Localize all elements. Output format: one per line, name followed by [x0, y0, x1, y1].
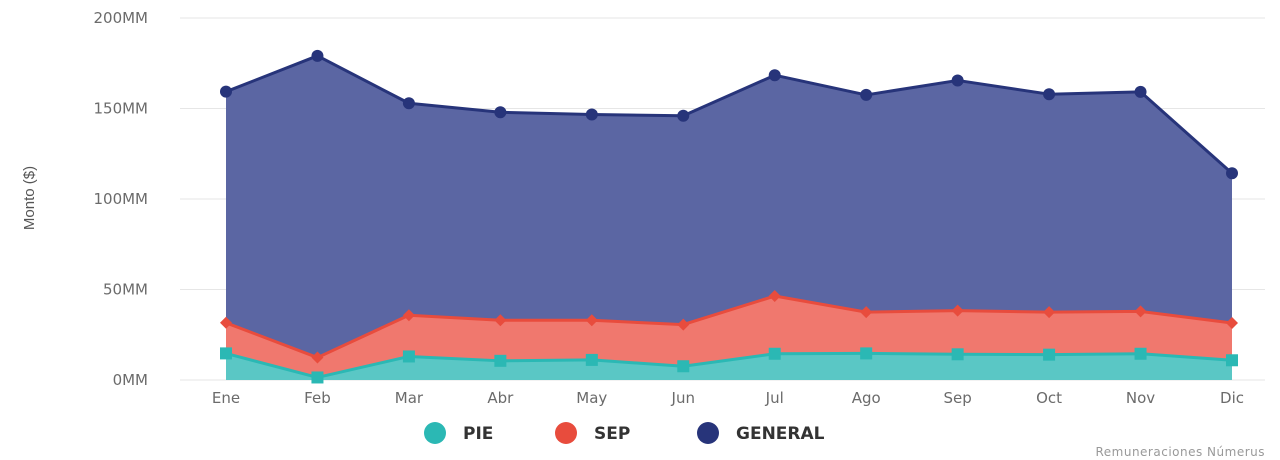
- point-general: [585, 108, 598, 121]
- point-general: [220, 85, 232, 98]
- point-sep: [311, 351, 324, 364]
- point-general: [1043, 88, 1056, 101]
- x-tick-label: Abr: [487, 389, 514, 407]
- point-sep: [402, 309, 415, 322]
- point-general: [1134, 85, 1147, 98]
- y-tick-label: 0MM: [113, 371, 148, 389]
- point-sep: [1043, 306, 1056, 319]
- y-tick-label: 50MM: [103, 281, 148, 299]
- point-pie: [402, 350, 415, 363]
- point-pie: [1226, 354, 1238, 367]
- x-tick-label: Jun: [671, 389, 695, 407]
- y-tick-label: 100MM: [93, 190, 148, 208]
- legend-marker-sep: [555, 422, 577, 444]
- x-tick-label: Jul: [765, 389, 784, 407]
- legend-marker-pie: [424, 422, 446, 444]
- point-sep: [1134, 305, 1147, 318]
- legend-marker-general: [697, 422, 719, 444]
- x-tick-label: Feb: [304, 389, 331, 407]
- point-general: [860, 88, 873, 101]
- legend: PIE SEP GENERAL: [424, 422, 825, 444]
- point-sep: [585, 314, 598, 327]
- point-pie: [677, 360, 690, 373]
- point-pie: [1134, 347, 1147, 360]
- x-tick-label: Dic: [1220, 389, 1244, 407]
- point-sep: [494, 314, 507, 327]
- point-sep: [768, 290, 781, 303]
- point-pie: [585, 353, 598, 366]
- y-axis-ticks: 0MM 50MM 100MM 150MM 200MM: [93, 9, 148, 389]
- y-axis-label: Monto ($): [21, 166, 38, 230]
- chart-credit: Remuneraciones Númerus: [1095, 445, 1265, 459]
- point-pie: [860, 347, 873, 360]
- point-general: [677, 109, 690, 122]
- point-general: [494, 106, 507, 119]
- point-sep: [1226, 316, 1238, 329]
- line-pie: [225, 351, 1233, 379]
- y-tick-label: 200MM: [93, 9, 148, 27]
- legend-label-pie: PIE: [463, 424, 493, 444]
- x-tick-label: May: [576, 389, 607, 407]
- point-general: [311, 49, 324, 62]
- x-tick-label: Mar: [395, 389, 424, 407]
- series-markers: [220, 49, 1238, 384]
- point-sep: [677, 318, 690, 331]
- x-tick-label: Oct: [1036, 389, 1062, 407]
- point-pie: [951, 348, 964, 361]
- x-tick-label: Ene: [212, 389, 240, 407]
- point-pie: [494, 354, 507, 367]
- point-general: [768, 69, 781, 82]
- point-pie: [220, 347, 232, 360]
- series-lines: [225, 54, 1233, 379]
- line-sep: [225, 294, 1233, 360]
- point-pie: [1043, 348, 1056, 361]
- x-tick-label: Ago: [852, 389, 881, 407]
- point-sep: [220, 316, 232, 329]
- legend-label-sep: SEP: [594, 424, 630, 444]
- y-tick-label: 150MM: [93, 100, 148, 118]
- area-general: [226, 55, 1232, 380]
- point-pie: [311, 371, 324, 384]
- legend-label-general: GENERAL: [736, 424, 825, 444]
- x-tick-label: Nov: [1126, 389, 1155, 407]
- line-general: [225, 54, 1233, 175]
- point-sep: [860, 306, 873, 319]
- point-sep: [951, 304, 964, 317]
- point-pie: [768, 347, 781, 360]
- x-tick-label: Sep: [943, 389, 971, 407]
- point-general: [402, 97, 415, 110]
- point-general: [951, 74, 964, 87]
- x-axis-ticks: Ene Feb Mar Abr May Jun Jul Ago Sep Oct Nov Dic: [212, 389, 1244, 407]
- point-general: [1226, 167, 1238, 180]
